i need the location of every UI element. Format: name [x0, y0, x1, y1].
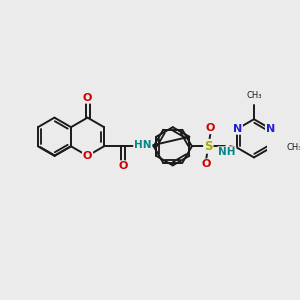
Text: O: O — [118, 161, 128, 171]
Text: NH: NH — [218, 147, 236, 157]
Text: O: O — [83, 151, 92, 161]
Text: O: O — [83, 93, 92, 103]
Text: HN: HN — [134, 140, 152, 150]
Text: CH₃: CH₃ — [286, 143, 300, 152]
Text: N: N — [266, 124, 275, 134]
Text: O: O — [202, 159, 211, 169]
Text: S: S — [204, 140, 213, 153]
Text: O: O — [206, 123, 215, 133]
Text: CH₃: CH₃ — [246, 91, 262, 100]
Text: N: N — [233, 124, 242, 134]
